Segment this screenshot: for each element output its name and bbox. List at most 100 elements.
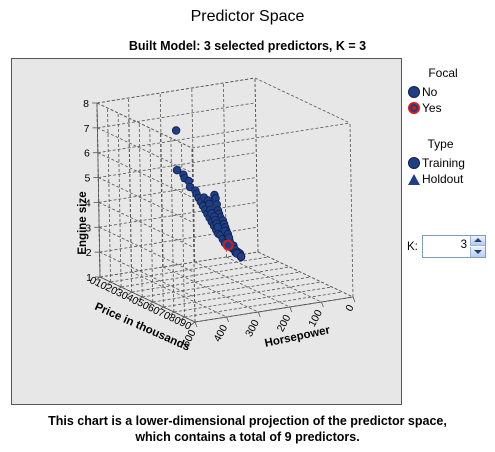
box-edge <box>191 147 196 323</box>
grid-floor-line <box>226 256 322 303</box>
grid-back-wall-line <box>128 97 132 273</box>
y-tick-label: 400 <box>211 323 230 344</box>
grid-floor-line <box>121 261 280 288</box>
x-tick-label: 0 <box>87 274 98 287</box>
plot-area[interactable]: 1 2 3 4 5 6 7 8 0 10 20 30 40 50 60 70 80 90 0 100 200 300 400… <box>11 58 402 405</box>
grid-back-wall-line <box>223 82 227 258</box>
y-tick-mark <box>321 301 324 308</box>
z-tick-label: 1 <box>86 272 92 284</box>
training-point <box>236 252 246 261</box>
grid-floor-line <box>173 286 332 313</box>
z-tick-label: 4 <box>85 197 91 209</box>
x-tick-mark <box>159 306 164 311</box>
box-edge <box>191 122 351 149</box>
grid-side-wall-line <box>159 132 164 308</box>
grid-side-wall-line <box>98 226 195 273</box>
grid-back-wall-line <box>97 102 256 129</box>
grid-back-wall-line <box>98 177 257 203</box>
x-tick-mark <box>116 286 122 291</box>
legend-type-training: Training <box>408 155 465 171</box>
k-value[interactable]: 3 <box>460 239 467 251</box>
training-point <box>171 126 181 135</box>
z-axis-line <box>96 102 101 278</box>
grid-back-wall-line <box>159 92 164 268</box>
k-increment-button[interactable] <box>470 236 485 246</box>
legend-focal-yes: Yes <box>408 100 442 116</box>
legend-type-holdout: Holdout <box>408 171 463 187</box>
x-tick-label: 10 <box>93 277 109 293</box>
z-axis-label: Engine size <box>77 191 89 254</box>
focal-yes-marker-icon <box>408 102 420 114</box>
grid-floor-line <box>131 271 227 318</box>
y-tick-label: 300 <box>243 318 262 339</box>
z-tick-label: 7 <box>84 123 90 135</box>
box-edge <box>96 102 193 149</box>
x-tick-mark <box>95 276 101 281</box>
grid-side-wall-line <box>149 127 154 303</box>
legend-type-holdout-label: Holdout <box>422 172 464 186</box>
x-tick-mark <box>169 311 175 316</box>
chart-title: Predictor Space <box>190 8 305 25</box>
grid-back-wall-line <box>99 201 258 228</box>
grid-floor-line <box>99 251 259 278</box>
footnote-line-2: which contains a total of 9 predictors. <box>135 430 360 444</box>
holdout-marker-icon <box>408 173 420 185</box>
box-edge <box>257 251 354 298</box>
box-edge <box>254 77 259 253</box>
k-label: K: <box>407 241 418 253</box>
chart-subtitle: Built Model: 3 selected predictors, K = … <box>128 39 367 53</box>
legend-focal-title: Focal <box>428 66 458 80</box>
grid-floor-line <box>110 256 269 283</box>
grid-floor-line <box>194 261 290 308</box>
grid-floor-line <box>131 266 290 293</box>
legend-type-training-label: Training <box>422 156 465 170</box>
x-tick-mark <box>106 281 111 286</box>
legend-type-title: Type <box>427 137 454 151</box>
grid-back-wall-line <box>97 127 256 154</box>
x-tick-label: 70 <box>156 307 172 323</box>
k-decrement-button[interactable] <box>470 247 485 257</box>
grid-side-wall-line <box>97 127 193 174</box>
z-tick-label: 5 <box>84 173 90 185</box>
training-point <box>213 222 222 232</box>
y-tick-mark <box>289 306 293 313</box>
x-tick-label: 30 <box>114 287 130 303</box>
grid-side-wall-line <box>138 122 143 298</box>
legend-focal-no-label: No <box>422 85 438 99</box>
box-edge <box>349 122 354 298</box>
grid-side-wall-line <box>170 137 175 313</box>
k-spinner[interactable]: 3 <box>422 235 486 258</box>
grid-floor-line <box>184 291 343 318</box>
x-axis-line <box>99 276 196 323</box>
grid-back-wall-line <box>191 87 196 263</box>
focal-point <box>222 239 234 251</box>
x-tick-label: 40 <box>124 292 140 308</box>
grid-back-wall-line <box>99 226 258 253</box>
grid-side-wall-line <box>99 251 195 298</box>
z-tick-label: 6 <box>84 148 90 160</box>
z-tick-label: 3 <box>85 222 91 234</box>
x-tick-label: 20 <box>103 282 119 298</box>
x-tick-mark <box>127 291 132 296</box>
y-axis-line <box>194 296 354 323</box>
focal-no-marker-icon <box>408 86 420 98</box>
legend-focal-no: No <box>408 84 437 100</box>
training-point <box>172 166 182 175</box>
predictor-space-chart[interactable]: 1234567801020304050607080900100200300400… <box>11 58 402 405</box>
grid-side-wall-line <box>107 107 111 283</box>
grid-floor-line <box>152 276 311 303</box>
grid-side-wall-line <box>97 152 194 199</box>
grid-floor-line <box>163 281 322 308</box>
x-tick-mark <box>190 321 196 326</box>
x-tick-label: 90 <box>177 317 193 333</box>
grid-side-wall-line <box>98 202 194 248</box>
y-tick-mark <box>194 321 198 328</box>
x-tick-mark <box>180 316 185 321</box>
legend-focal-yes-label: Yes <box>422 101 442 115</box>
grid-back-wall-line <box>98 152 257 178</box>
footnote: This chart is a lower-dimensional projec… <box>0 413 495 445</box>
footnote-line-1: This chart is a lower-dimensional projec… <box>48 414 447 428</box>
grid-side-wall-line <box>117 112 122 288</box>
y-tick-mark <box>352 296 356 303</box>
y-tick-label: 0 <box>343 303 356 314</box>
